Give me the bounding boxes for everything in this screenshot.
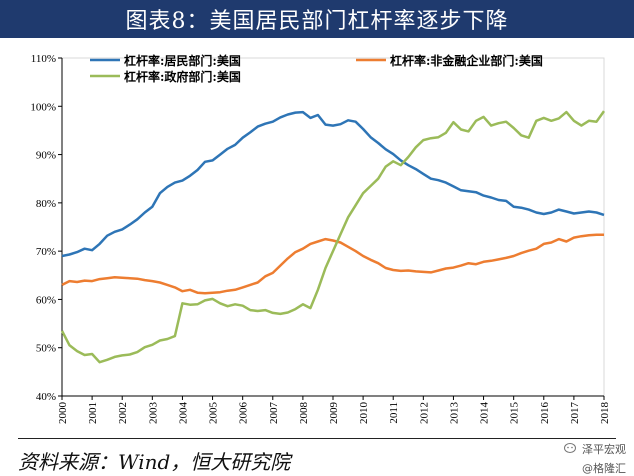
legend-item-household: 杠杆率:居民部门:美国: [90, 53, 241, 68]
y-tick-label: 50%: [36, 343, 56, 355]
source-note: 资料来源：Wind，恒大研究院: [18, 450, 291, 474]
x-tick-label: 2000: [57, 402, 69, 425]
legend: 杠杆率:居民部门:美国 杠杆率:非金融企业部门:美国 杠杆率:政府部门:美国: [90, 53, 543, 84]
legend-label-household: 杠杆率:居民部门:美国: [124, 53, 241, 68]
x-tick-label: 2016: [539, 402, 551, 425]
x-tick-label: 2012: [418, 402, 430, 424]
y-tick-label: 70%: [36, 246, 56, 258]
footer-divider: [18, 438, 616, 439]
legend-label-nonfinancial: 杠杆率:非金融企业部门:美国: [390, 53, 543, 68]
series-line-household: [61, 110, 605, 258]
x-axis-ticks: 2000 2001 2002 2003 2004 2005 2006 2007 2008 2009…: [57, 396, 611, 424]
series-line-nonfinancial: [61, 233, 604, 295]
x-tick-label: 2009: [328, 402, 340, 425]
x-tick-label: 2018: [599, 402, 611, 425]
x-tick-label: 2003: [147, 402, 159, 425]
chart-area: 40% 50% 60% 70% 80% 90% 100% 110% 2000 2001 2002 2…: [0, 38, 634, 436]
x-tick-label: 2001: [87, 402, 99, 424]
x-tick-label: 2017: [569, 402, 581, 425]
watermark-brand-row: 泽平宏观: [516, 441, 626, 457]
x-tick-label: 2006: [238, 402, 250, 425]
wechat-icon: [564, 443, 576, 453]
y-tick-label: 90%: [36, 150, 56, 162]
chart-title: 图表8：美国居民部门杠杆率逐步下降: [0, 0, 634, 38]
x-tick-label: 2008: [298, 402, 310, 425]
y-tick-label: 80%: [36, 198, 56, 210]
y-axis-ticks: 40% 50% 60% 70% 80% 90% 100% 110%: [30, 53, 62, 403]
y-tick-label: 60%: [36, 294, 56, 306]
x-tick-label: 2005: [208, 402, 220, 425]
series-line-government: [60, 110, 606, 364]
x-tick-label: 2011: [388, 402, 400, 424]
plot-border: [61, 57, 605, 397]
watermark-brand: 泽平宏观: [582, 443, 626, 456]
series-lines: [60, 110, 606, 364]
x-tick-label: 2014: [479, 402, 491, 425]
legend-item-nonfinancial: 杠杆率:非金融企业部门:美国: [356, 53, 543, 68]
legend-label-government: 杠杆率:政府部门:美国: [124, 69, 241, 84]
line-chart: 40%50%60%70%80%90%100%110% 2000 2001 2002 2…: [30, 53, 611, 424]
x-tick-label: 2015: [509, 402, 521, 425]
legend-item-government: 杠杆率:政府部门:美国: [90, 69, 241, 84]
x-tick-label: 2007: [268, 402, 280, 425]
y-tick-label: 110%: [31, 53, 56, 65]
x-tick-label: 2010: [358, 402, 370, 425]
y-tick-label: 100%: [30, 101, 56, 113]
x-tick-label: 2002: [117, 402, 129, 424]
x-tick-label: 2004: [177, 402, 189, 425]
x-tick-label: 2013: [448, 402, 460, 425]
y-tick-label: 40%: [36, 391, 56, 403]
watermark-handle: @格隆汇: [582, 462, 626, 475]
watermark: 泽平宏观 @格隆汇: [516, 441, 626, 476]
